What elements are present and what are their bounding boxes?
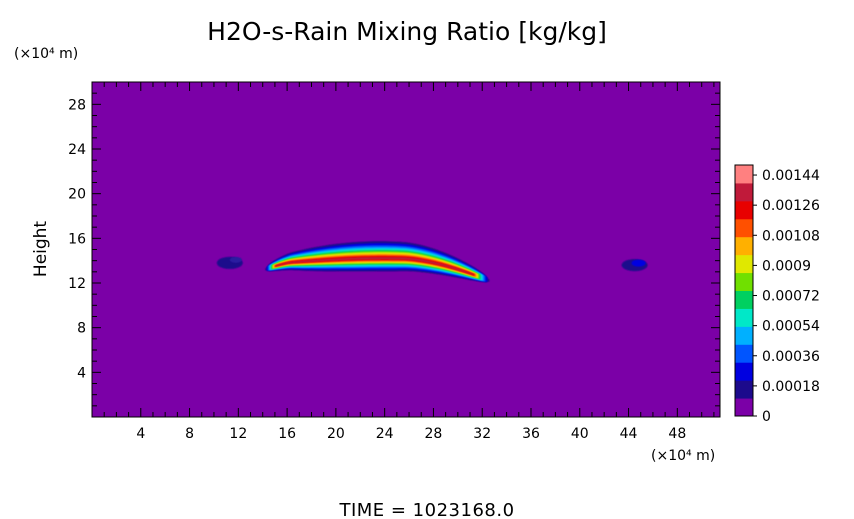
colorbar-label: 0.00108: [762, 228, 820, 244]
x-tick-label: 12: [229, 426, 247, 442]
colorbar-label: 0.00072: [762, 289, 820, 305]
chart-title: H2O-s-Rain Mixing Ratio [kg/kg]: [207, 17, 607, 46]
colorbar-label: 0.0009: [762, 258, 811, 274]
y-tick-label: 12: [68, 276, 86, 292]
y-axis-unit: (×10⁴ m): [14, 46, 78, 62]
x-tick-label: 24: [376, 426, 394, 442]
x-tick-label: 28: [425, 426, 443, 442]
y-tick-label: 16: [68, 231, 86, 247]
y-tick-label: 24: [68, 142, 86, 158]
colorbar-segment: [735, 326, 753, 345]
colorbar-segment: [735, 308, 753, 327]
colorbar-segment: [735, 344, 753, 363]
y-tick-label: 8: [77, 321, 86, 337]
colorbar-segment: [735, 398, 753, 417]
contour-features: [216, 241, 648, 283]
colorbar-frame: [734, 164, 754, 417]
time-label: TIME = 1023168.0: [338, 500, 514, 519]
colorbar-segment: [735, 272, 753, 291]
colorbar-segment: [735, 165, 753, 184]
right-rain-patch-core: [631, 259, 646, 267]
x-tick-label: 40: [571, 426, 589, 442]
y-axis-label: Height: [31, 221, 51, 278]
x-tick-label: 8: [185, 426, 194, 442]
left-rain-patch-core: [229, 256, 242, 263]
colorbar-label: 0.00018: [762, 379, 820, 395]
colorbar-segment: [735, 290, 753, 309]
x-tick-label: 32: [473, 426, 491, 442]
colorbar-segment: [735, 182, 753, 202]
colorbar-segment: [735, 380, 753, 399]
y-tick-label: 4: [77, 365, 86, 381]
colorbar-segment: [735, 236, 753, 256]
colorbar-label: 0.00054: [762, 319, 820, 335]
colorbar-segment: [735, 254, 753, 274]
y-tick-label: 28: [68, 97, 86, 113]
x-tick-label: 20: [327, 426, 345, 442]
colorbar-segment: [735, 362, 753, 381]
colorbar-segment: [735, 218, 753, 238]
colorbar-label: 0: [762, 409, 771, 425]
colorbar-label: 0.00144: [762, 168, 820, 184]
colorbar-label: 0.00036: [762, 349, 820, 365]
colorbar: 0.00144 0.00126 0.00108 0.0009 0.00072 0.0005…: [734, 164, 820, 425]
x-tick-label: 48: [668, 426, 686, 442]
x-tick-label: 44: [620, 426, 638, 442]
colorbar-label: 0.00126: [762, 198, 820, 214]
x-tick-label: 36: [522, 426, 540, 442]
colorbar-segment: [735, 200, 753, 220]
x-tick-label: 16: [278, 426, 296, 442]
y-tick-label: 20: [68, 187, 86, 203]
rain-band-contour: [276, 257, 474, 276]
x-axis-unit: (×10⁴ m): [651, 448, 715, 464]
x-tick-label: 4: [136, 426, 145, 442]
